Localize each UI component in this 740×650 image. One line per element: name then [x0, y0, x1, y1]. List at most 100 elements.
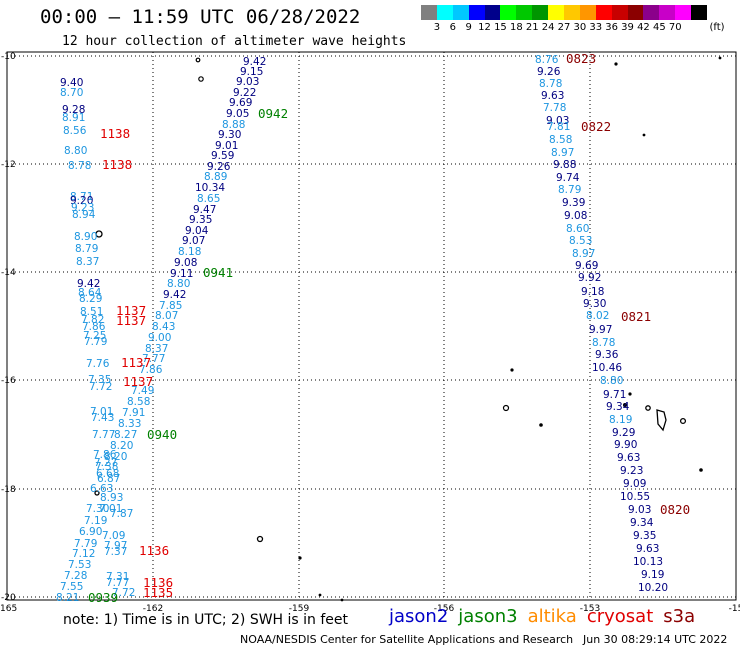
wave-height-value: 8.89 — [204, 171, 227, 183]
wave-height-value: 8.27 — [114, 429, 137, 441]
wave-height-color-scale: 3 6 9 12 15 18 21 24 27 30 33 36 39 42 45 70 (ft) — [421, 5, 728, 37]
color-swatch — [468, 5, 486, 20]
wave-height-value: 8.58 — [549, 134, 572, 146]
scale-unit: (ft) — [709, 22, 725, 33]
wave-height-value: 6.90 — [79, 526, 102, 538]
wave-height-value: 9.47 — [193, 204, 216, 216]
island — [195, 57, 201, 63]
wave-height-value: 7.53 — [68, 559, 91, 571]
longitude-label: -159 — [289, 604, 310, 614]
color-swatch — [436, 5, 454, 20]
track-far-left: 9.408.70 9.288.918.56 8.80 8.78 8.719.209.23… — [56, 77, 135, 604]
latitude-label: -18 — [1, 485, 16, 495]
wave-height-value: 7.38 — [95, 461, 118, 473]
wave-height-value: 9.30 — [583, 298, 606, 310]
wave-height-value: 8.78 — [592, 337, 615, 349]
island — [614, 62, 618, 66]
wave-height-value: 9.63 — [636, 543, 659, 555]
wave-height-value: 10.46 — [592, 362, 622, 374]
wave-height-value: 7.55 — [60, 581, 83, 593]
wave-height-value: 7.31 — [106, 571, 129, 583]
pass-time-label: 1138 — [102, 157, 132, 172]
scale-tick-label: 42 — [637, 22, 650, 33]
wave-height-value: 7.77 — [106, 577, 129, 589]
island — [539, 423, 543, 427]
map-frame — [6, 51, 737, 601]
wave-height-value: 10.34 — [195, 182, 225, 194]
wave-height-value: 9.42 — [77, 278, 100, 290]
wave-height-value: 9.08 — [564, 210, 587, 222]
wave-height-value: 9.90 — [614, 439, 637, 451]
track-diagonal: 9.429.159.039.229.699.058.889.309.019.59… — [104, 56, 266, 463]
wave-height-value: 7.28 — [64, 570, 87, 582]
wave-height-value: 8.21 — [56, 592, 79, 604]
scale-tick-label: 33 — [589, 22, 603, 33]
wave-height-value: 8.76 — [535, 54, 559, 66]
latitude-label: -14 — [1, 268, 16, 278]
wave-height-value: 8.29 — [79, 293, 102, 305]
wave-height-value: 7.87 — [110, 508, 133, 520]
wave-height-value: 7.72 — [112, 587, 135, 599]
wave-height-values: 9.408.709.288.918.568.808.788.719.209.23… — [56, 54, 668, 604]
color-swatch — [691, 5, 708, 20]
wave-height-value: 7.37 — [104, 546, 127, 558]
wave-height-value: 7.77 — [92, 429, 115, 441]
island — [256, 535, 264, 543]
island — [699, 468, 703, 472]
longitude-label: -165 — [0, 604, 17, 614]
credit-line: NOAA/NESDIS Center for Satellite Applica… — [240, 633, 574, 646]
scale-tick-label: 9 — [465, 22, 472, 33]
wave-height-value: 8.37 — [76, 256, 99, 268]
island — [628, 392, 632, 396]
scale-tick-label: 15 — [494, 22, 507, 33]
wave-height-value: 8.97 — [551, 147, 574, 159]
wave-height-value: 8.60 — [566, 223, 589, 235]
wave-height-value: 7.86 — [82, 321, 106, 333]
wave-height-value: 9.74 — [556, 172, 580, 184]
wave-height-value: 9.23 — [620, 465, 643, 477]
page-title: 00:00 – 11:59 UTC 06/28/2022 — [40, 6, 361, 28]
wave-height-value: 7.72 — [89, 381, 112, 393]
graticule — [7, 52, 736, 600]
wave-height-value: 8.93 — [100, 492, 123, 504]
satellite-legend-jason3: jason3 — [458, 606, 518, 627]
color-swatch — [611, 5, 629, 20]
wave-height-value: 7.85 — [159, 300, 182, 312]
scale-tick-label: 18 — [509, 22, 523, 33]
scale-tick-label: 45 — [652, 22, 666, 33]
wave-height-value: 9.22 — [233, 87, 256, 99]
pass-time-label: 1136 — [143, 575, 173, 590]
wave-height-value: 7.43 — [91, 412, 114, 424]
scale-tick-label: 21 — [525, 22, 539, 33]
wave-height-value: 7.25 — [83, 330, 106, 342]
wave-height-value: 8.97 — [572, 248, 595, 260]
satellite-legend-cryosat: cryosat — [586, 606, 654, 627]
wave-height-value: 7.76 — [86, 358, 110, 370]
wave-height-value: 9.97 — [589, 324, 612, 336]
wave-height-value: 7.82 — [81, 314, 104, 326]
wave-height-value: 8.79 — [75, 243, 98, 255]
generation-timestamp: Jun 30 08:29:14 UTC 2022 — [583, 633, 728, 646]
pass-time-label: 0821 — [621, 309, 651, 324]
wave-height-value: 9.09 — [623, 478, 646, 490]
island — [298, 556, 302, 560]
wave-height-value: 8.80 — [600, 375, 623, 387]
pass-time-label: 1137 — [123, 374, 153, 389]
wave-height-value: 10.20 — [638, 582, 668, 594]
island — [642, 133, 646, 137]
wave-height-value: 9.01 — [215, 140, 238, 152]
wave-height-value: 9.19 — [641, 569, 664, 581]
page-subtitle: 12 hour collection of altimeter wave hei… — [62, 34, 407, 49]
wave-height-value: 9.42 — [243, 56, 266, 68]
color-swatch — [516, 5, 533, 20]
wave-height-value: 8.94 — [72, 209, 96, 221]
wave-height-value: 9.71 — [603, 389, 626, 401]
wave-height-value: 8.80 — [167, 278, 190, 290]
wave-height-value: 8.43 — [152, 321, 175, 333]
wave-height-value: 8.58 — [127, 396, 150, 408]
island — [340, 598, 344, 602]
pass-time-labels: 1138113811371137113711371136113611350942… — [88, 51, 690, 605]
wave-height-value: 9.69 — [575, 260, 598, 272]
track-right: 8.769.268.789.637.789.037.818.588.979.88… — [535, 54, 668, 594]
